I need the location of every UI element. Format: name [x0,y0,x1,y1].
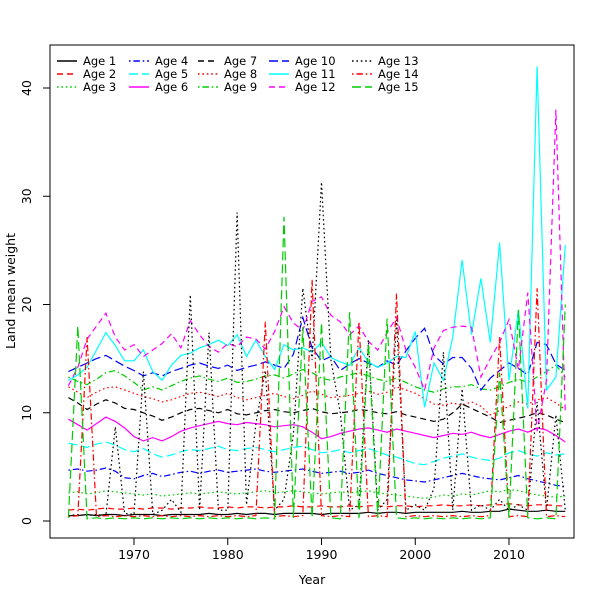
y-axis: 0 10 20 30 40 [19,80,50,525]
y-tick-label-40: 40 [19,80,34,96]
legend-label-age-10: Age 10 [295,54,336,68]
legend-label-age-4: Age 4 [155,54,188,68]
legend-item-age-9: Age 9 [198,80,257,94]
x-tick-label-2000: 2000 [399,547,431,562]
y-tick-label-10: 10 [19,405,34,421]
legend-item-age-3: Age 3 [57,80,116,94]
series-line-age-13 [68,182,566,517]
legend-label-age-1: Age 1 [83,54,116,68]
legend-label-age-13: Age 13 [378,54,419,68]
legend-item-age-10: Age 10 [269,54,336,68]
legend-label-age-2: Age 2 [83,67,116,81]
y-axis-title: Land mean weight [3,233,18,349]
legend-item-age-7: Age 7 [198,54,257,68]
legend-label-age-9: Age 9 [224,80,257,94]
series-line-age-9 [68,364,566,393]
legend-item-age-12: Age 12 [269,80,336,94]
series-line-age-15 [67,216,566,520]
x-axis-title: Year [298,572,326,587]
legend-item-age-1: Age 1 [57,54,116,68]
legend-item-age-11: Age 11 [269,67,336,81]
legend-label-age-15: Age 15 [378,80,419,94]
y-tick-label-20: 20 [19,297,34,313]
series-line-age-11 [68,66,566,409]
legend-label-age-11: Age 11 [295,67,336,81]
series-line-age-12 [67,109,566,432]
legend-item-age-4: Age 4 [129,54,188,68]
legend-item-age-13: Age 13 [352,54,419,68]
legend-label-age-7: Age 7 [224,54,257,68]
series-line-age-2 [68,503,566,511]
legend-label-age-3: Age 3 [83,80,116,94]
series-lines [67,66,566,520]
legend-item-age-6: Age 6 [129,80,188,94]
legend-label-age-14: Age 14 [378,67,419,81]
series-line-age-6 [68,416,566,443]
y-tick-label-0: 0 [19,517,34,525]
series-line-age-10 [68,315,566,392]
legend-item-age-2: Age 2 [57,67,116,81]
legend-label-age-6: Age 6 [155,80,188,94]
x-tick-label-1980: 1980 [212,547,244,562]
legend-label-age-5: Age 5 [155,67,188,81]
series-line-age-1 [68,508,566,517]
x-tick-label-1970: 1970 [118,547,150,562]
series-line-age-4 [68,467,566,487]
y-tick-label-30: 30 [19,188,34,204]
legend-item-age-15: Age 15 [352,80,419,94]
legend-item-age-8: Age 8 [198,67,257,81]
plot-box [49,44,575,539]
series-line-age-5 [68,441,566,466]
legend-label-age-12: Age 12 [295,80,336,94]
x-tick-label-2010: 2010 [493,547,525,562]
series-line-age-14 [68,279,566,518]
x-tick-label-1990: 1990 [306,547,338,562]
legend-item-age-5: Age 5 [129,67,188,81]
legend-label-age-8: Age 8 [224,67,257,81]
x-axis: 1970 1980 1990 2000 2010 [118,538,525,562]
legend-item-age-14: Age 14 [352,67,419,81]
